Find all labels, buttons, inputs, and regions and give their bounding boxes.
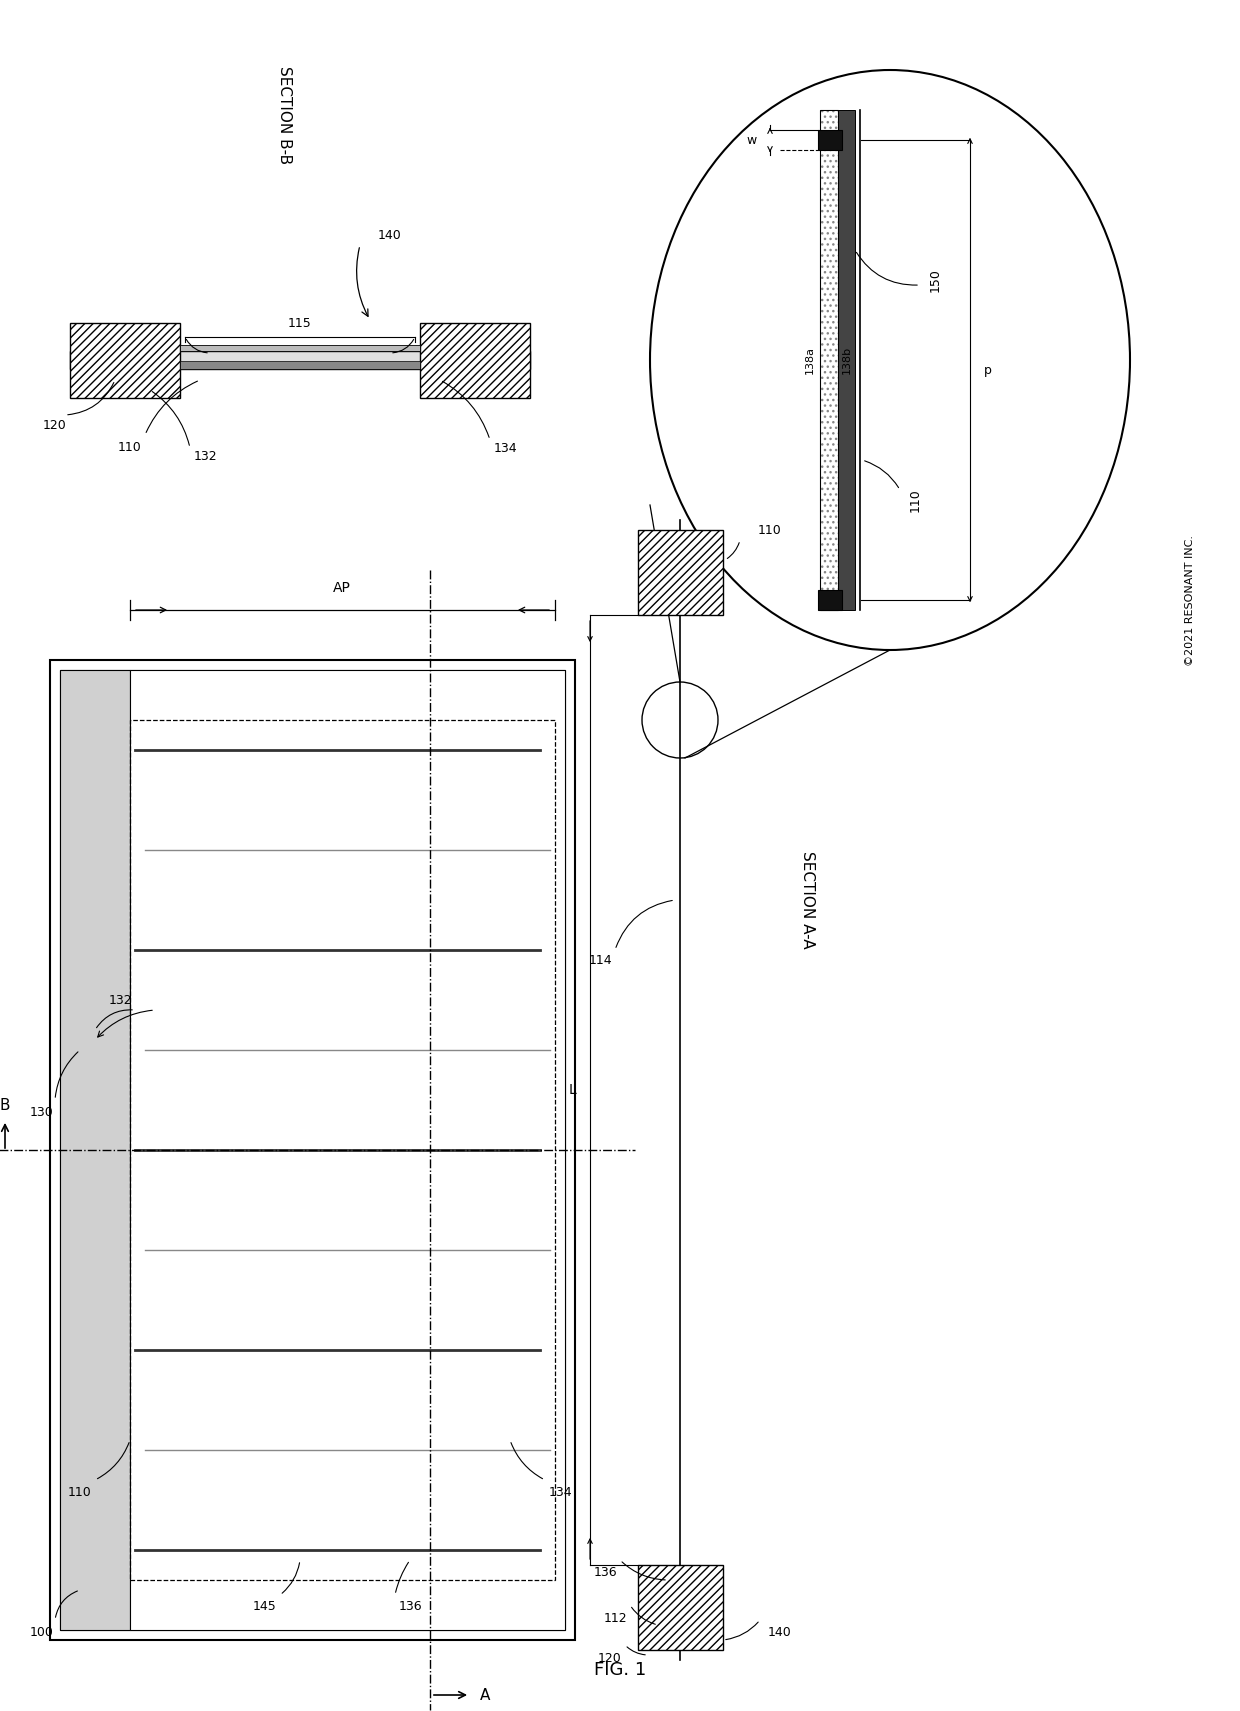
Text: 112: 112 (603, 1612, 626, 1624)
Bar (180, 346, 420, 351)
Text: B: B (0, 1097, 10, 1112)
Text: 138b: 138b (842, 346, 852, 375)
Text: 110: 110 (68, 1485, 92, 1499)
Text: L: L (568, 1083, 575, 1097)
Text: ©2021 RESONANT INC.: ©2021 RESONANT INC. (1185, 534, 1195, 666)
Bar (820, 110, 838, 611)
Bar (818, 130, 842, 151)
Text: 114: 114 (588, 953, 611, 967)
Bar (60, 671, 130, 1631)
Text: SECTION B-B: SECTION B-B (278, 67, 293, 164)
Text: 130: 130 (30, 1107, 53, 1119)
Text: 134: 134 (494, 441, 517, 455)
Bar (69, 323, 180, 399)
Text: 132: 132 (193, 450, 217, 462)
Bar (130, 720, 556, 1579)
Text: 136: 136 (593, 1566, 616, 1579)
Text: 110: 110 (758, 524, 782, 537)
Text: 140: 140 (378, 229, 402, 241)
Text: 115: 115 (288, 317, 312, 330)
Bar (818, 590, 842, 611)
Bar (180, 361, 420, 370)
Text: 150: 150 (929, 269, 941, 293)
Bar (639, 530, 723, 614)
Text: FIG. 1: FIG. 1 (594, 1661, 646, 1678)
Bar (69, 351, 529, 370)
Text: 132: 132 (108, 994, 131, 1006)
Bar (130, 671, 565, 1631)
Text: 140: 140 (768, 1627, 792, 1639)
Text: 136: 136 (398, 1600, 422, 1613)
Bar (820, 110, 838, 611)
Text: SECTION A-A: SECTION A-A (800, 850, 815, 950)
Text: p: p (985, 363, 992, 376)
Bar (838, 110, 856, 611)
Text: 145: 145 (253, 1600, 277, 1613)
Bar (50, 660, 575, 1641)
Bar (60, 671, 565, 1631)
Text: 120: 120 (43, 419, 67, 431)
Text: 134: 134 (548, 1485, 572, 1499)
Text: 120: 120 (598, 1651, 622, 1665)
Text: 110: 110 (118, 440, 141, 453)
Text: w: w (746, 133, 758, 147)
Text: 110: 110 (909, 488, 921, 512)
Text: AP: AP (334, 582, 351, 595)
Bar (420, 323, 529, 399)
Text: A: A (480, 1687, 490, 1702)
Text: 138a: 138a (805, 346, 815, 375)
Text: 100: 100 (30, 1625, 53, 1639)
Bar (639, 1566, 723, 1649)
